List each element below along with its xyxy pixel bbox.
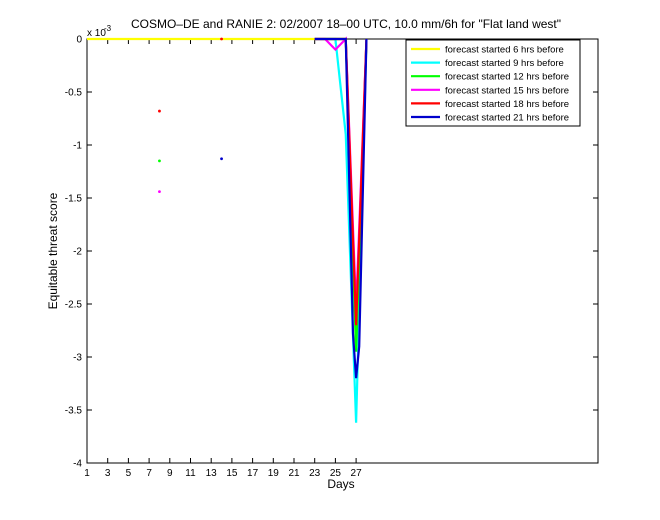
x-tick-label: 15 [226,468,238,479]
x-tick-label: 27 [351,468,363,479]
x-tick-label: 9 [167,468,173,479]
x-tick-label: 13 [206,468,218,479]
legend-entry: forecast started 15 hrs before [445,85,569,96]
x-tick-label: 7 [146,468,152,479]
x-tick-label: 17 [247,468,259,479]
x-axis-label: Days [327,477,354,491]
y-tick-label: -0.5 [65,88,83,99]
series-5 [220,37,368,379]
x-tick-label: 5 [126,468,132,479]
series-point [158,109,161,113]
legend-entry: forecast started 12 hrs before [445,72,569,83]
y-tick-label: -3.5 [65,406,83,417]
series-point [220,37,223,41]
legend-box [405,39,581,127]
legend-entry: forecast started 18 hrs before [445,99,569,110]
y-tick-label: -1 [73,141,82,152]
series-line [314,37,368,379]
y-tick-label: 0 [76,35,82,46]
exponent-base: x 10 [87,28,106,39]
legend-entry: forecast started 21 hrs before [445,113,569,124]
y-tick-label: -2 [73,247,82,258]
x-tick-label: 1 [84,468,90,479]
series-point [158,159,161,163]
chart-title: COSMO–DE and RANIE 2: 02/2007 18–00 UTC,… [131,17,561,31]
x-tick-label: 19 [268,468,280,479]
legend: forecast started 6 hrs before forecast st… [405,39,581,127]
x-tick-label: 3 [105,468,111,479]
y-tick-label: -3 [73,353,82,364]
series-point [220,157,223,161]
exponent-label: x 10 -3 [87,24,112,39]
x-tick-label: 23 [309,468,321,479]
exponent-power: -3 [104,24,112,33]
y-tick-label: -1.5 [65,194,83,205]
x-axis: 1 3 5 7 9 11 13 15 17 19 21 23 25 27 [84,39,362,479]
series-point [158,190,161,194]
y-axis-label: Equitable threat score [46,192,60,309]
x-tick-label: 11 [185,468,196,479]
x-tick-label: 21 [288,468,300,479]
y-axis: 0 -0.5 -1 -1.5 -2 -2.5 -3 -3.5 -4 [65,35,598,470]
series-layer [87,36,368,423]
x-tick-label: 25 [330,468,342,479]
legend-entry: forecast started 9 hrs before [445,58,564,69]
legend-entry: forecast started 6 hrs before [445,45,564,56]
y-tick-label: -4 [73,459,82,470]
y-tick-label: -2.5 [65,300,83,311]
